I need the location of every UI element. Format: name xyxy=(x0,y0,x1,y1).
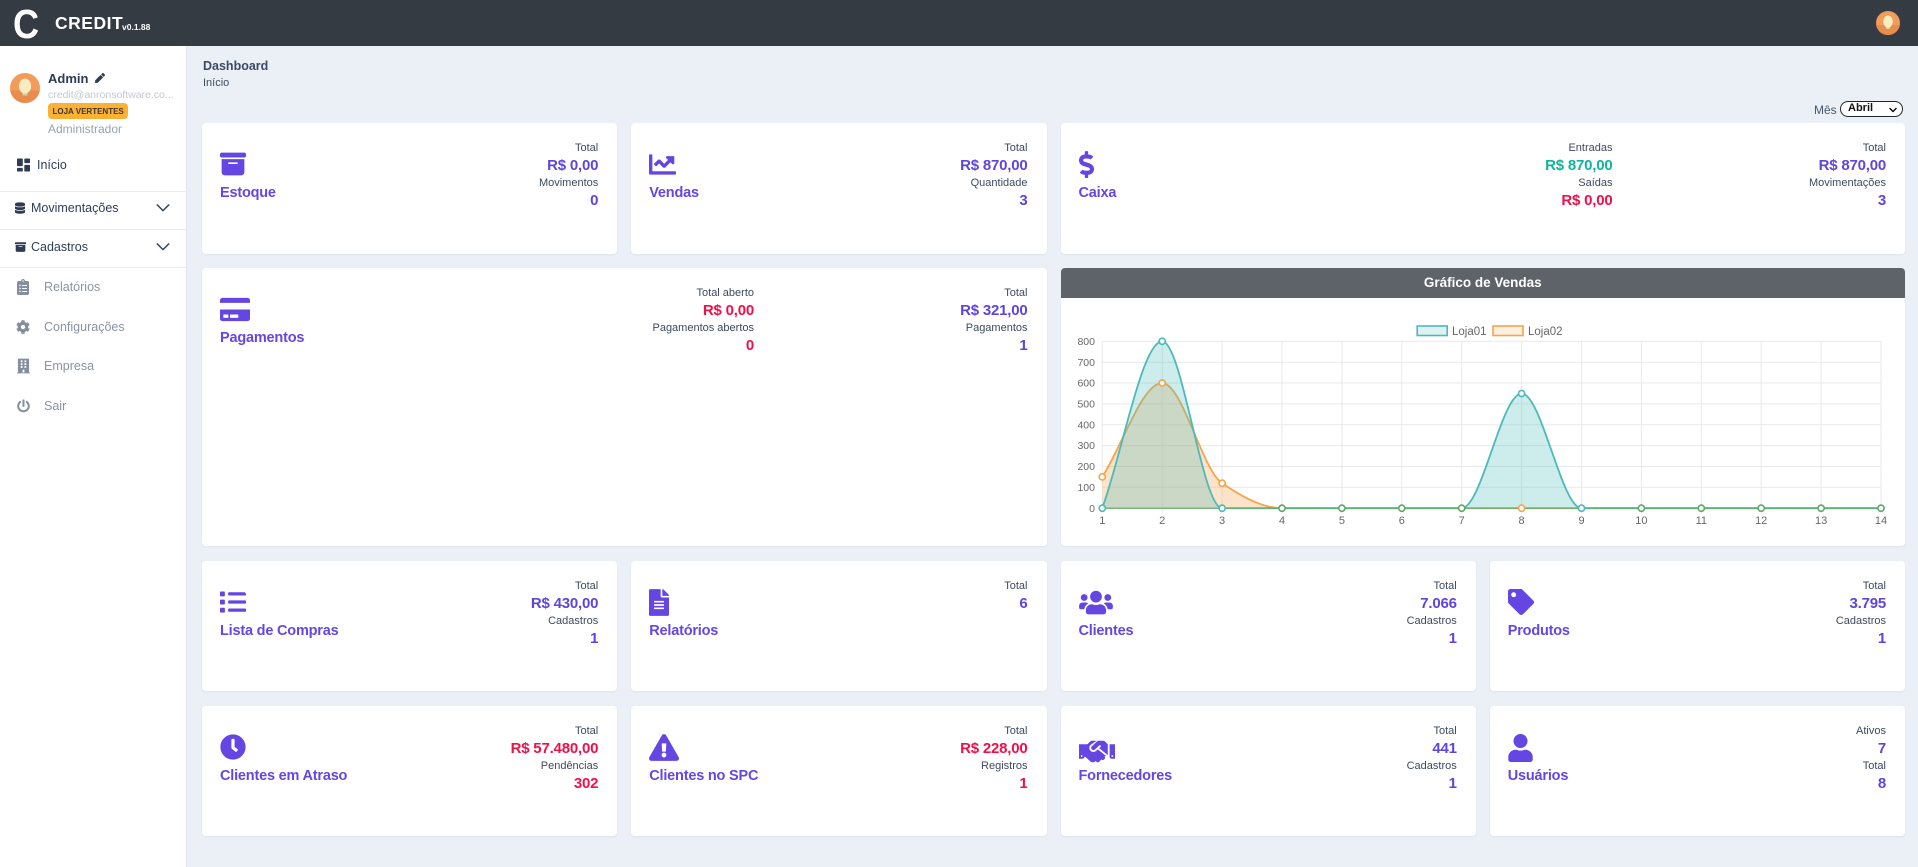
svg-text:10: 10 xyxy=(1635,515,1647,527)
svg-text:Loja01: Loja01 xyxy=(1452,326,1487,338)
svg-text:700: 700 xyxy=(1077,356,1095,368)
svg-text:800: 800 xyxy=(1077,335,1095,347)
svg-text:9: 9 xyxy=(1578,515,1584,527)
svg-text:4: 4 xyxy=(1278,515,1284,527)
svg-text:Loja02: Loja02 xyxy=(1528,326,1563,338)
svg-text:0: 0 xyxy=(1089,502,1095,514)
svg-text:500: 500 xyxy=(1077,398,1095,410)
svg-text:11: 11 xyxy=(1695,515,1706,527)
svg-text:5: 5 xyxy=(1338,515,1344,527)
svg-text:1: 1 xyxy=(1099,515,1105,527)
svg-text:6: 6 xyxy=(1398,515,1404,527)
svg-text:8: 8 xyxy=(1518,515,1524,527)
svg-text:2: 2 xyxy=(1159,515,1165,527)
svg-text:12: 12 xyxy=(1755,515,1767,527)
svg-text:7: 7 xyxy=(1458,515,1464,527)
svg-text:3: 3 xyxy=(1219,515,1225,527)
svg-text:300: 300 xyxy=(1077,440,1095,452)
svg-text:14: 14 xyxy=(1874,515,1886,527)
svg-text:600: 600 xyxy=(1077,377,1095,389)
svg-text:100: 100 xyxy=(1077,481,1095,493)
svg-text:13: 13 xyxy=(1814,515,1826,527)
svg-text:400: 400 xyxy=(1077,419,1095,431)
svg-text:200: 200 xyxy=(1077,461,1095,473)
